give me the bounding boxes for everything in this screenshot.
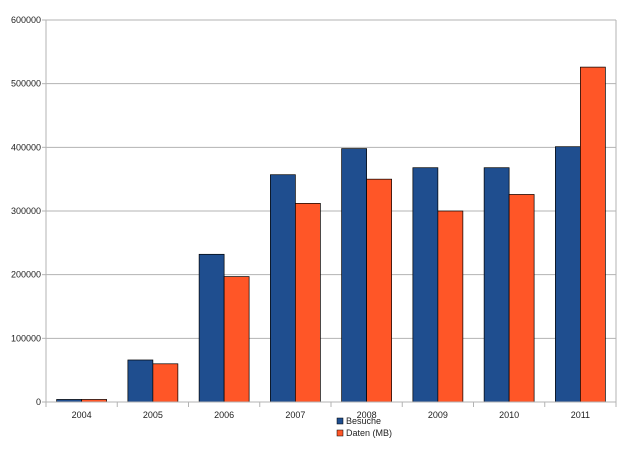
x-axis: 2004 2005 2006 2007 2008 2009 2010 2011 bbox=[45, 401, 617, 420]
bar-daten-2011 bbox=[580, 66, 606, 403]
bar-daten-2005 bbox=[152, 363, 179, 403]
y-tick-label: 500000 bbox=[11, 79, 41, 89]
bars bbox=[56, 66, 606, 403]
bar-besuche-2008 bbox=[341, 148, 367, 403]
legend: Besuche Daten (MB) bbox=[336, 416, 392, 438]
bar-daten-2006 bbox=[223, 276, 250, 403]
bar-besuche-2011 bbox=[555, 146, 581, 403]
y-tick-label: 300000 bbox=[11, 206, 41, 216]
bar-besuche-2009 bbox=[412, 167, 439, 403]
legend-swatch bbox=[336, 417, 344, 425]
x-tick-label: 2010 bbox=[499, 410, 519, 420]
bar-besuche-2007 bbox=[270, 174, 296, 403]
y-tick-label: 0 bbox=[36, 397, 41, 407]
bar-daten-2008 bbox=[366, 178, 392, 403]
y-tick-label: 200000 bbox=[11, 270, 41, 280]
bar-besuche-2006 bbox=[198, 253, 225, 403]
x-tick-label: 2011 bbox=[571, 410, 590, 420]
x-tick-label: 2005 bbox=[143, 410, 163, 420]
y-axis: 0 100000 200000 300000 400000 500000 600000 bbox=[11, 15, 617, 407]
bar-daten-2010 bbox=[508, 194, 535, 403]
y-tick-label: 400000 bbox=[11, 142, 41, 152]
bar-daten-2009 bbox=[437, 210, 464, 403]
x-tick-label: 2006 bbox=[214, 410, 234, 420]
x-tick-label: 2004 bbox=[72, 410, 92, 420]
x-tick-label: 2009 bbox=[428, 410, 448, 420]
bar-daten-2007 bbox=[295, 203, 321, 403]
bar-besuche-2005 bbox=[127, 359, 154, 403]
y-tick-label: 600000 bbox=[11, 15, 41, 25]
legend-label: Daten (MB) bbox=[346, 428, 392, 438]
x-tick-label: 2007 bbox=[285, 410, 305, 420]
x-tick-label: 2008 bbox=[357, 410, 377, 420]
legend-swatch bbox=[336, 429, 344, 437]
legend-label: Besuche bbox=[346, 416, 381, 426]
bar-besuche-2010 bbox=[483, 167, 510, 403]
y-tick-label: 100000 bbox=[11, 333, 41, 343]
